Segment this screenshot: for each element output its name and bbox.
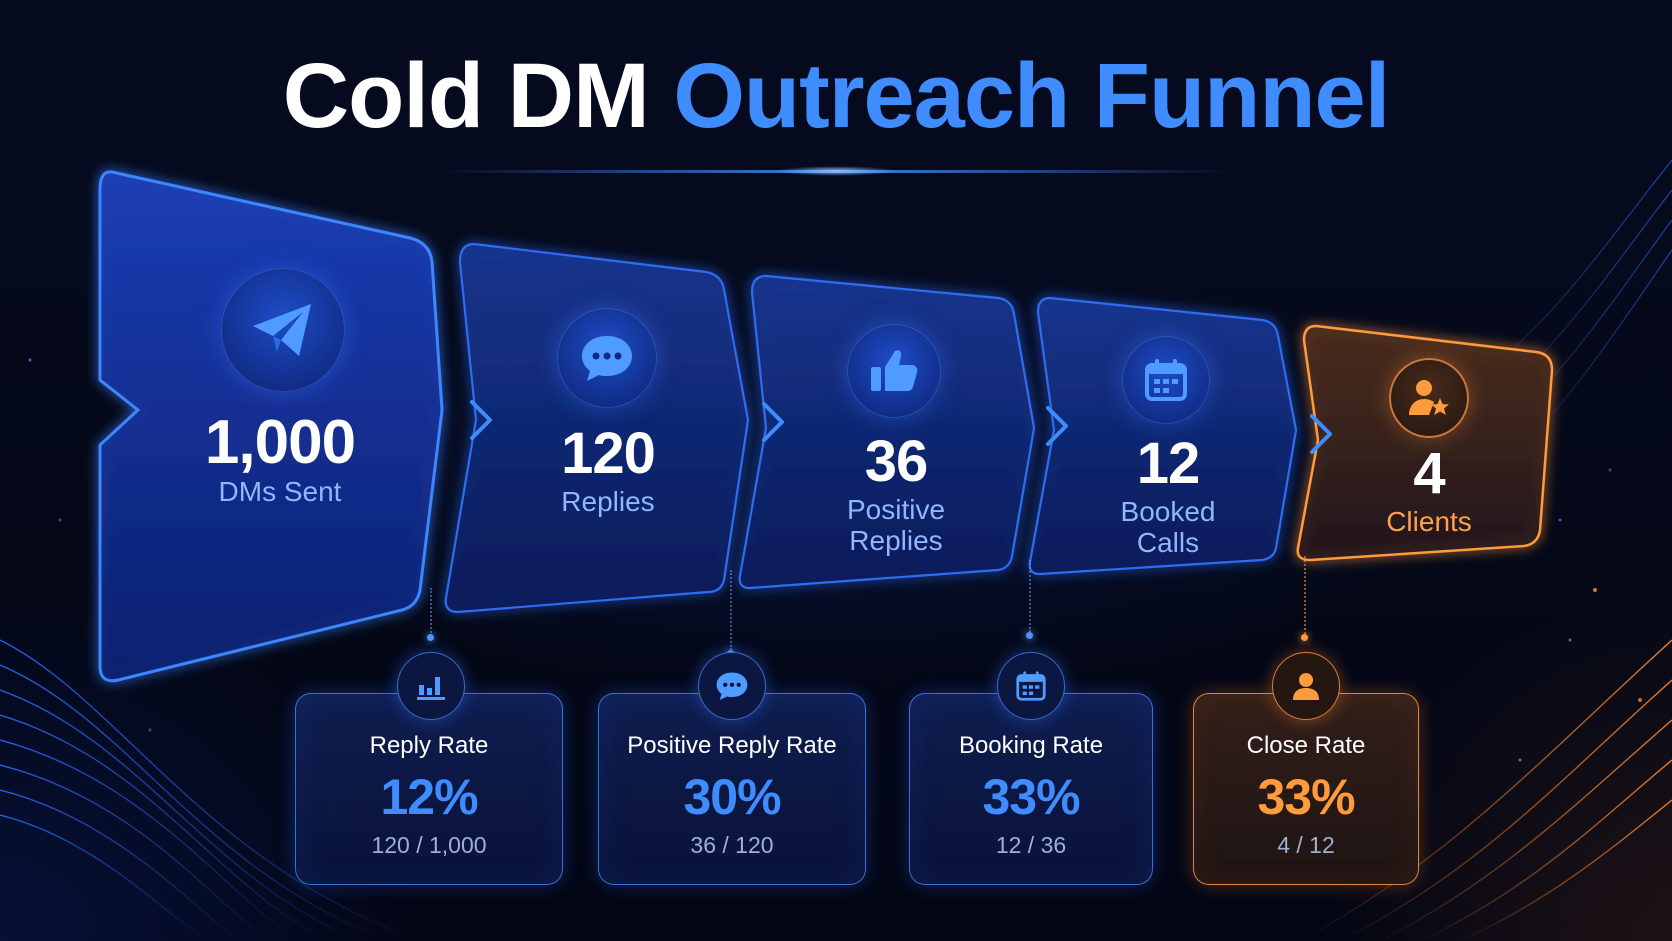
- user-icon: [1272, 652, 1340, 720]
- user-star-icon: [1389, 358, 1469, 438]
- connector-line: [1029, 560, 1031, 632]
- calendar-icon: [997, 652, 1065, 720]
- rate-card-booking-rate: Booking Rate 33% 12 / 36: [909, 693, 1153, 885]
- rate-value: 33%: [910, 768, 1152, 826]
- rate-card-positive-reply-rate: Positive Reply Rate 30% 36 / 120: [598, 693, 866, 885]
- rate-value: 33%: [1194, 768, 1418, 826]
- stage-count: 4: [1318, 444, 1540, 505]
- chevron-right-icon: [758, 400, 788, 444]
- stage-label: Calls: [1058, 528, 1278, 557]
- stage-1-text: 1,000 DMs Sent: [160, 410, 400, 506]
- connector-dot: [1026, 632, 1033, 639]
- stage-count: 1,000: [160, 410, 400, 475]
- stage-label: Positive: [786, 495, 1006, 524]
- paper-plane-icon: [221, 268, 345, 392]
- stage-label: Booked: [1058, 497, 1278, 526]
- connector-line: [430, 588, 432, 636]
- connector-dot: [427, 634, 434, 641]
- rate-fraction: 36 / 120: [599, 832, 865, 859]
- stage-label: DMs Sent: [160, 477, 400, 506]
- rate-label: Reply Rate: [296, 732, 562, 760]
- chat-bubble-icon: [557, 308, 657, 408]
- rate-value: 30%: [599, 768, 865, 826]
- rate-value: 12%: [296, 768, 562, 826]
- stage-2-text: 120 Replies: [498, 424, 718, 516]
- stage-count: 120: [498, 424, 718, 485]
- stage-5-text: 4 Clients: [1318, 444, 1540, 536]
- chevron-right-icon: [466, 398, 496, 442]
- stage-label: Clients: [1318, 507, 1540, 536]
- connector-dot: [1301, 634, 1308, 641]
- stage-label: Replies: [786, 526, 1006, 555]
- rate-card-close-rate: Close Rate 33% 4 / 12: [1193, 693, 1419, 885]
- calendar-icon: [1122, 336, 1210, 424]
- stage-label: Replies: [498, 487, 718, 516]
- rate-label: Booking Rate: [910, 732, 1152, 760]
- connector-line: [1304, 556, 1306, 634]
- rate-label: Positive Reply Rate: [599, 732, 865, 760]
- bar-chart-icon: [397, 652, 465, 720]
- thumbs-up-icon: [847, 324, 941, 418]
- rate-fraction: 12 / 36: [910, 832, 1152, 859]
- stage-3-text: 36 Positive Replies: [786, 432, 1006, 556]
- rate-fraction: 120 / 1,000: [296, 832, 562, 859]
- rate-fraction: 4 / 12: [1194, 832, 1418, 859]
- rate-label: Close Rate: [1194, 732, 1418, 760]
- connector-line: [730, 570, 732, 650]
- stage-count: 36: [786, 432, 1006, 493]
- rate-card-reply-rate: Reply Rate 12% 120 / 1,000: [295, 693, 563, 885]
- stage-count: 12: [1058, 434, 1278, 495]
- chat-bubble-icon: [698, 652, 766, 720]
- stage-4-text: 12 Booked Calls: [1058, 434, 1278, 558]
